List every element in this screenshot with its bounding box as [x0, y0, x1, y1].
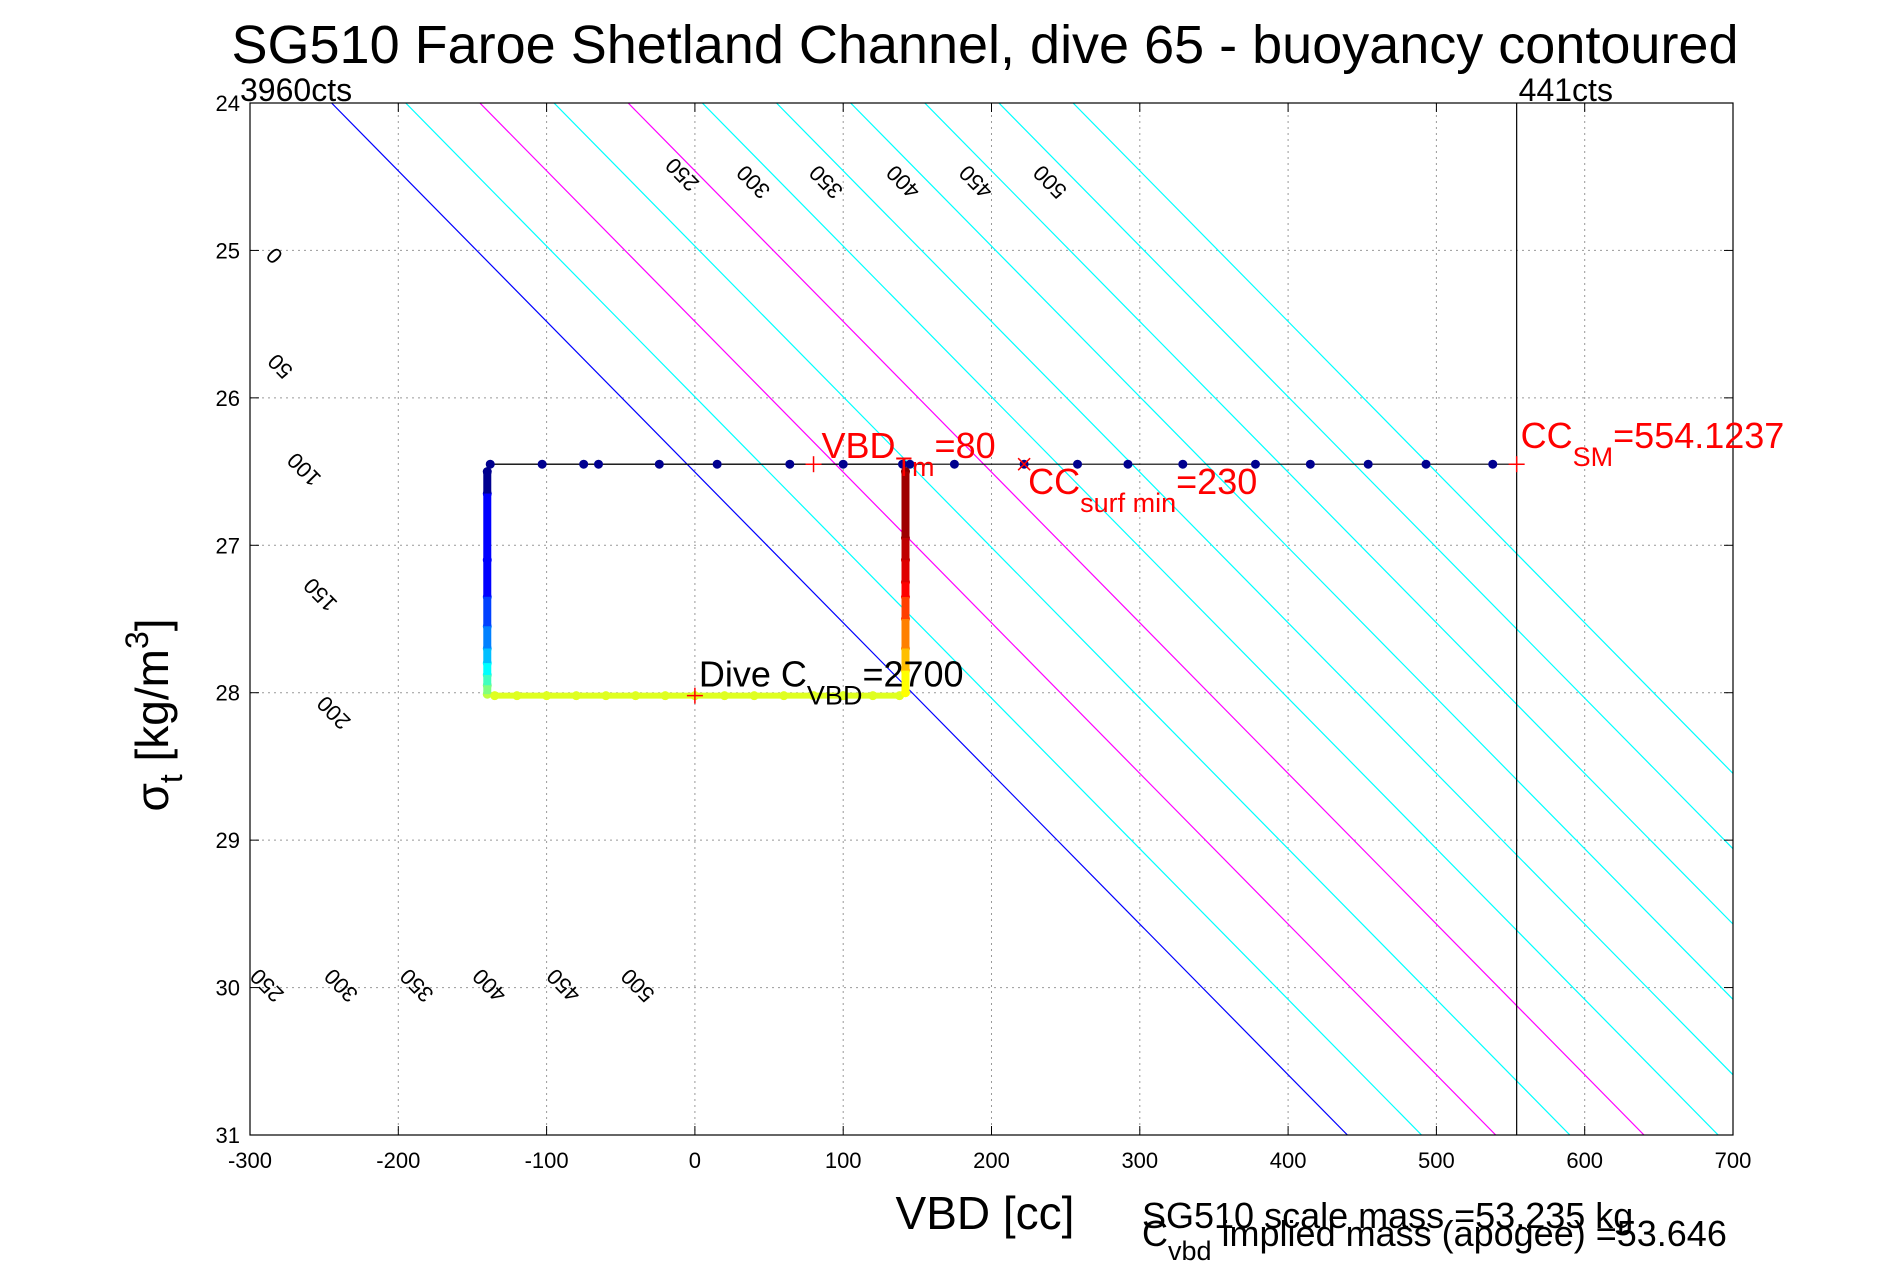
cts-label-right: 441cts: [1519, 72, 1613, 108]
annotation-dive-cvbd-sub: VBD: [807, 681, 863, 711]
contour-line-50: [405, 103, 1422, 1135]
annotation-cc-surf-sub: surf min: [1080, 488, 1176, 518]
implied-mass-tail: implied mass (apogee) =53.646: [1212, 1213, 1727, 1254]
contour-line-450: [998, 103, 1733, 850]
chart-title: SG510 Faroe Shetland Channel, dive 65 - …: [232, 15, 1739, 75]
cc-surf-marker: [1017, 457, 1031, 471]
data-point-surface: [1421, 459, 1431, 469]
y-tick-label: 29: [216, 828, 240, 853]
y-tick-label: 28: [216, 681, 240, 706]
y-tick-label: 24: [216, 91, 240, 116]
y-axis-label-sup: 3: [119, 631, 155, 649]
data-point-surface: [785, 459, 795, 469]
y-axis-label-sub: t: [153, 774, 189, 783]
implied-mass-sub: vbd: [1168, 1236, 1212, 1262]
annotation-vbd-tm-main: VBD: [822, 425, 896, 466]
axis-ticks: -300 -200 -100 0 100 200 300 400 500 600 700 24 25 26…: [216, 91, 1752, 1173]
annotation-dive-cvbd-value: =2700: [862, 654, 963, 695]
x-tick-label: 500: [1418, 1148, 1455, 1173]
data-point-surface: [579, 459, 589, 469]
x-tick-label: -300: [228, 1148, 272, 1173]
y-tick-label: 25: [216, 238, 240, 263]
contour-line-400: [924, 103, 1733, 925]
annotation-cc-surf-main: CC: [1028, 461, 1080, 502]
x-tick-label: 700: [1715, 1148, 1752, 1173]
contour-line-500: [1072, 103, 1733, 775]
annotation-markers: [686, 456, 1525, 704]
data-point-surface: [1123, 459, 1133, 469]
data-point-surface: [1305, 459, 1315, 469]
scale-mass-text: SG510 scale mass =53.235 kg: [1142, 1195, 1633, 1236]
contour-line-250: [701, 103, 1719, 1135]
implied-mass-text: Cvbd implied mass (apogee) =53.646: [1142, 1213, 1727, 1262]
y-tick-label: 30: [216, 976, 240, 1001]
contour-line-350: [850, 103, 1733, 1001]
annotation-vbd-tm-sub: Tm: [896, 452, 935, 482]
annotation-cc-surf-value: =230: [1176, 461, 1257, 502]
data-point-surface: [594, 459, 604, 469]
y-tick-label: 31: [216, 1123, 240, 1148]
data-point-surface: [949, 459, 959, 469]
annotation-cc-surf-min: CCsurf min=230: [1028, 461, 1257, 518]
data-point-surface: [1178, 459, 1188, 469]
data-point-surface: [1363, 459, 1373, 469]
data-point-surface: [537, 459, 547, 469]
data-point-surface: [838, 459, 848, 469]
x-axis-label: VBD [cc]: [896, 1187, 1075, 1239]
y-tick-label: 26: [216, 386, 240, 411]
buoyancy-contours: [331, 103, 1733, 1135]
x-tick-label: 100: [825, 1148, 862, 1173]
implied-mass-main: C: [1142, 1213, 1168, 1254]
data-point-surface: [905, 459, 915, 469]
data-point-surface: [1488, 459, 1498, 469]
contour-line-100: [479, 103, 1497, 1135]
y-axis-label-symbol: σ: [126, 783, 178, 811]
data-point-surface: [654, 459, 664, 469]
annotation-dive-cvbd: Dive CVBD=2700: [699, 654, 964, 711]
annotation-dive-cvbd-main: Dive C: [699, 654, 807, 695]
data-point-surface: [898, 459, 908, 469]
annotation-cc-sm-value: =554.1237: [1613, 415, 1784, 456]
x-tick-label: 300: [1121, 1148, 1158, 1173]
x-tick-label: 0: [689, 1148, 701, 1173]
y-axis-label-close: ]: [126, 618, 178, 631]
annotation-cc-sm: CCSM=554.1237: [1521, 415, 1785, 472]
contour-line-0: [331, 103, 1348, 1135]
data-point-surface: [712, 459, 722, 469]
x-tick-label: -100: [525, 1148, 569, 1173]
annotation-cc-sm-main: CC: [1521, 415, 1573, 456]
x-tick-label: 200: [973, 1148, 1010, 1173]
annotation-cc-sm-sub: SM: [1573, 442, 1614, 472]
contour-line-150: [553, 103, 1571, 1135]
data-point-surface: [1250, 459, 1260, 469]
contour-line-300: [776, 103, 1733, 1076]
x-tick-label: -200: [376, 1148, 420, 1173]
x-tick-label: 600: [1566, 1148, 1603, 1173]
contour-line-200: [627, 103, 1645, 1135]
annotation-vbd-tm: VBDTm=80: [822, 425, 996, 482]
y-tick-label: 27: [216, 533, 240, 558]
y-axis-label: σt [kg/m3]: [119, 618, 189, 811]
cts-label-left: 3960cts: [240, 72, 352, 108]
x-tick-label: 400: [1270, 1148, 1307, 1173]
data-point-surface: [485, 459, 495, 469]
data-point-surface: [1073, 459, 1083, 469]
annotation-vbd-tm-value: =80: [935, 425, 996, 466]
y-axis-label-unit: [kg/m: [126, 649, 178, 774]
